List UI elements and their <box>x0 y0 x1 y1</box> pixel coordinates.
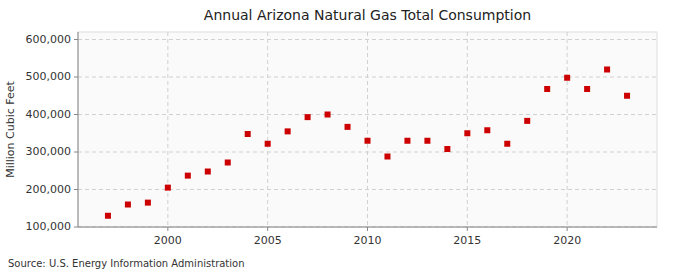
y-tick-label: 100,000 <box>26 220 72 233</box>
y-tick <box>74 39 78 40</box>
y-tick <box>74 189 78 190</box>
x-grid-line <box>567 32 568 227</box>
chart-svg: 100,000 200,000 300,000 400,000 500,000 600,0… <box>0 0 675 275</box>
source-note: Source: U.S. Energy Information Administ… <box>8 258 245 269</box>
y-tick-label: 500,000 <box>26 70 72 83</box>
grid <box>78 32 657 227</box>
points <box>105 67 630 219</box>
point <box>245 131 251 137</box>
x-tick-label: 2005 <box>254 234 282 247</box>
point <box>345 124 351 130</box>
x-tick-label: 2010 <box>354 234 382 247</box>
point <box>384 154 390 160</box>
chart-container: 100,000 200,000 300,000 400,000 500,000 600,0… <box>0 0 675 275</box>
x-grid-line <box>267 32 268 227</box>
point <box>365 138 371 144</box>
point <box>584 86 590 92</box>
x-axis-line <box>78 227 657 228</box>
point <box>145 200 151 206</box>
x-tick-label: 2020 <box>553 234 581 247</box>
x-tick-label: 2015 <box>453 234 481 247</box>
y-tick-label: 600,000 <box>26 33 72 46</box>
point <box>524 118 530 124</box>
y-grid-line <box>78 114 657 115</box>
y-tick-label: 300,000 <box>26 145 72 158</box>
point <box>564 75 570 81</box>
y-tick <box>74 227 78 228</box>
point <box>265 141 271 147</box>
point <box>604 67 610 73</box>
x-tick <box>367 227 368 231</box>
y-grid-line <box>78 227 657 228</box>
point <box>464 130 470 136</box>
y-tick <box>74 152 78 153</box>
plot-area <box>78 32 657 227</box>
point <box>424 138 430 144</box>
axes: 100,000 200,000 300,000 400,000 500,000 600,0… <box>26 32 658 247</box>
point <box>504 141 510 147</box>
y-tick-label: 400,000 <box>26 108 72 121</box>
x-tick-label: 2000 <box>154 234 182 247</box>
point <box>444 146 450 152</box>
point <box>404 138 410 144</box>
x-grid-line <box>167 32 168 227</box>
point <box>125 202 131 208</box>
point <box>325 112 331 118</box>
point <box>105 213 111 219</box>
point <box>305 114 311 120</box>
y-tick-label: 200,000 <box>26 183 72 196</box>
y-axis-label: Million Cubic Feet <box>4 80 17 177</box>
point <box>544 86 550 92</box>
point <box>185 173 191 179</box>
y-axis-line <box>78 32 79 227</box>
x-tick <box>267 227 268 231</box>
x-grid-line <box>467 32 468 227</box>
x-tick <box>167 227 168 231</box>
point <box>285 128 291 134</box>
point <box>165 185 171 191</box>
point <box>484 127 490 133</box>
x-tick <box>567 227 568 231</box>
x-grid-line <box>367 32 368 227</box>
y-tick <box>74 77 78 78</box>
x-tick <box>467 227 468 231</box>
point <box>205 169 211 175</box>
title: Annual Arizona Natural Gas Total Consump… <box>204 7 531 23</box>
y-tick <box>74 114 78 115</box>
point <box>225 160 231 166</box>
point <box>624 93 630 99</box>
